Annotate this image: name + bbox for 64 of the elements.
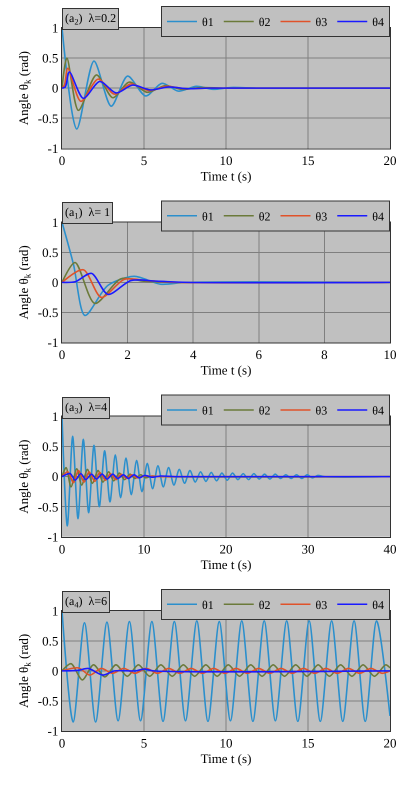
y-tick-label: 0.5 — [42, 50, 58, 66]
y-tick-label: 0.5 — [42, 244, 58, 260]
x-tick-label: 15 — [302, 736, 314, 751]
legend-label: θ1 — [202, 209, 214, 224]
line-series — [62, 472, 390, 482]
x-tick-label: 10 — [384, 347, 396, 362]
x-tick-label: 5 — [140, 736, 148, 751]
y-tick-label: 0 — [52, 80, 58, 96]
legend-label: θ1 — [202, 404, 214, 418]
y-tick-label: -0.5 — [38, 693, 58, 708]
y-tick-label: -1 — [48, 724, 58, 739]
text: (a$_{1}$) λ= 1 — [65, 205, 110, 221]
legend-label: θ4 — [372, 404, 384, 418]
x-axis-title: Time t (s) — [200, 556, 252, 572]
x-tick-label: 20 — [384, 152, 396, 168]
y-tick-label: -1 — [48, 335, 58, 350]
legend-label: θ1 — [202, 598, 214, 612]
x-tick-label: 4 — [190, 347, 197, 362]
y-tick-label: 1 — [52, 603, 58, 618]
x-tick-label: 2 — [124, 347, 131, 362]
legend-label: θ3 — [316, 15, 328, 30]
x-axis-title: Time t (s) — [200, 168, 252, 184]
y-tick-label: -1 — [48, 529, 58, 544]
x-tick-label: 5 — [140, 152, 148, 168]
legend-label: θ3 — [316, 404, 328, 418]
line-series — [62, 662, 390, 681]
x-tick-label: 30 — [302, 541, 314, 556]
x-axis-title: Time t (s) — [200, 751, 252, 766]
y-tick-label: 1 — [52, 409, 58, 424]
text: (a$_{3}$) λ=4 — [65, 400, 108, 416]
x-axis-title: Time t (s) — [200, 362, 252, 378]
legend-label: θ3 — [316, 598, 328, 612]
legend-label: θ2 — [258, 598, 270, 612]
y-tick-label: -1 — [48, 140, 58, 156]
legend-label: θ4 — [372, 15, 384, 30]
x-tick-label: 8 — [321, 347, 328, 362]
y-tick-label: 0.5 — [42, 633, 58, 648]
y-tick-label: -0.5 — [38, 499, 58, 514]
y-tick-label: 0 — [52, 469, 58, 484]
legend-label: θ3 — [316, 209, 328, 224]
y-tick-label: 0 — [52, 274, 58, 290]
legend-label: θ2 — [258, 15, 270, 30]
y-tick-label: -0.5 — [38, 110, 58, 126]
x-tick-label: 15 — [302, 152, 314, 168]
text: (a$_{2}$) λ=0.2 — [65, 11, 116, 27]
x-tick-label: 40 — [384, 541, 396, 556]
x-tick-label: 10 — [138, 541, 150, 556]
x-tick-label: 10 — [220, 152, 232, 168]
x-tick-label: 10 — [220, 736, 232, 751]
legend-label: θ2 — [258, 404, 270, 418]
legend-label: θ2 — [258, 209, 270, 224]
y-tick-label: 1 — [52, 20, 58, 36]
text: (a$_{4}$) λ=6 — [65, 594, 108, 610]
x-tick-label: 20 — [384, 736, 396, 751]
x-tick-label: 6 — [256, 347, 263, 362]
y-tick-label: 1 — [52, 214, 58, 230]
legend-label: θ4 — [372, 209, 384, 224]
y-tick-label: -0.5 — [38, 304, 58, 320]
line-series — [62, 610, 390, 723]
y-tick-label: 0.5 — [42, 439, 58, 454]
legend-label: θ1 — [202, 15, 214, 30]
x-tick-label: 20 — [220, 541, 232, 556]
y-tick-label: 0 — [52, 663, 58, 678]
legend-label: θ4 — [372, 598, 384, 612]
